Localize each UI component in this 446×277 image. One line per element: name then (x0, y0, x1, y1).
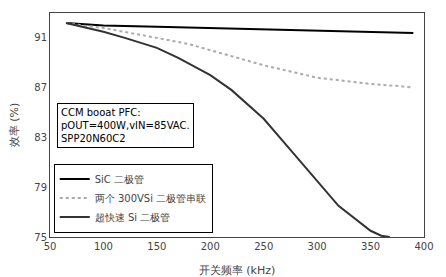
svg-text:150: 150 (147, 241, 166, 252)
svg-text:效率 (%): 效率 (%) (8, 103, 21, 148)
svg-text:开关频率 (kHz): 开关频率 (kHz) (199, 264, 276, 277)
svg-text:CCM booat PFC:pOUT=400W,vIN=85: CCM booat PFC:pOUT=400W,vIN=85VAC.SPP20N… (61, 107, 190, 144)
svg-text:SiC 二极管: SiC 二极管 (95, 174, 144, 185)
svg-text:400: 400 (414, 241, 433, 252)
svg-text:91: 91 (34, 32, 47, 43)
svg-text:300: 300 (308, 241, 327, 252)
svg-text:100: 100 (94, 241, 113, 252)
svg-text:350: 350 (361, 241, 380, 252)
svg-text:87: 87 (34, 82, 47, 93)
svg-text:83: 83 (34, 132, 47, 143)
svg-text:75: 75 (34, 232, 47, 243)
svg-text:200: 200 (201, 241, 220, 252)
svg-text:79: 79 (34, 182, 47, 193)
svg-text:两个 300VSi 二极管串联: 两个 300VSi 二极管串联 (95, 193, 206, 204)
svg-text:250: 250 (254, 241, 273, 252)
svg-text:超快速 Si 二极管: 超快速 Si 二极管 (95, 212, 170, 223)
svg-text:50: 50 (44, 241, 57, 252)
